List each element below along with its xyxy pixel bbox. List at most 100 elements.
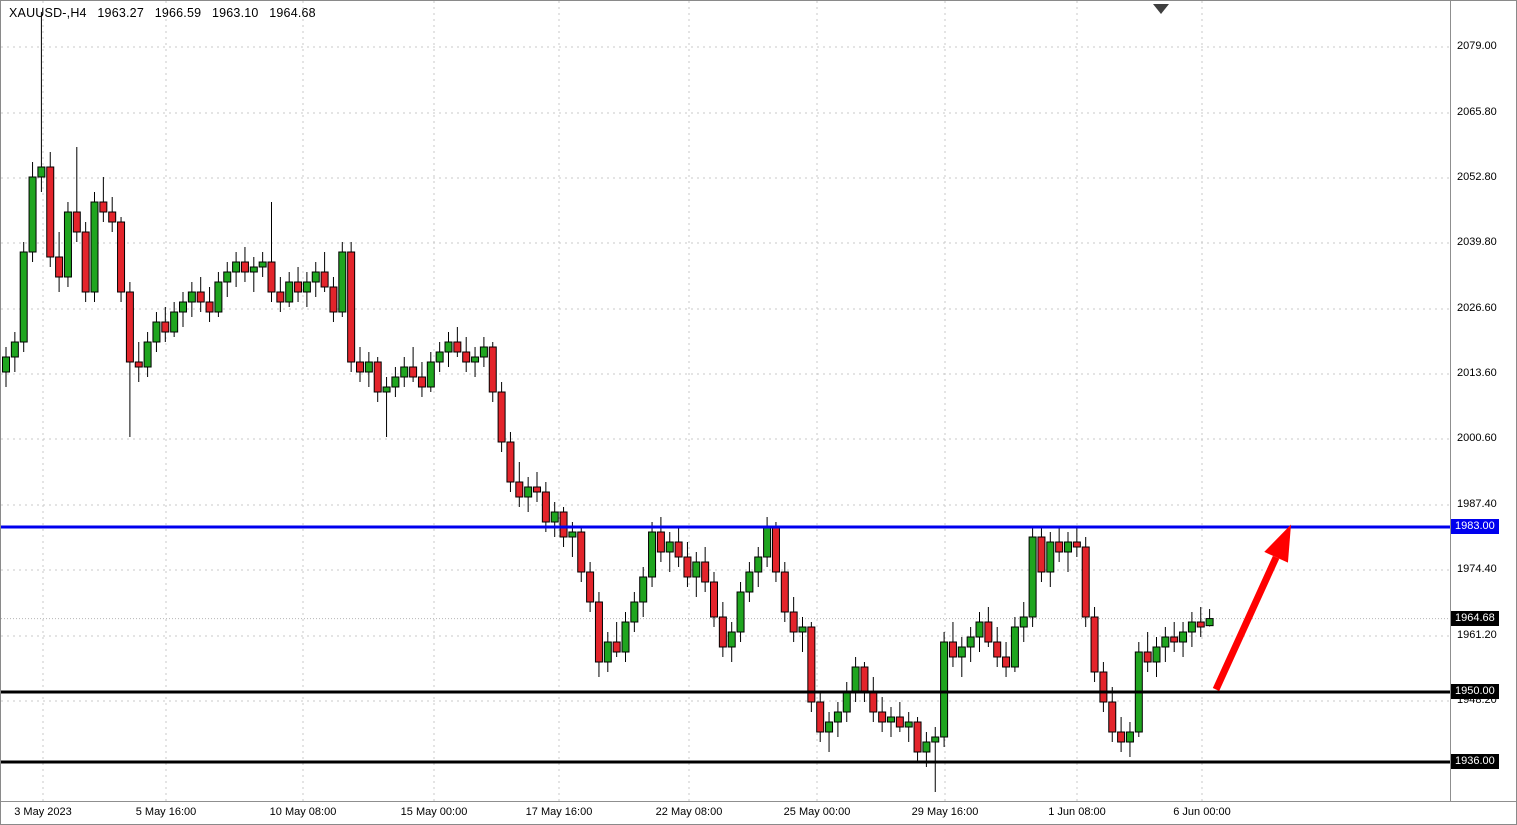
candle — [444, 332, 453, 367]
candle — [117, 217, 126, 302]
candle — [205, 287, 214, 322]
time-tick-label: 1 Jun 08:00 — [1048, 806, 1106, 818]
candle — [1081, 537, 1090, 627]
time-tick-label: 6 Jun 00:00 — [1173, 806, 1231, 818]
candle — [621, 612, 630, 662]
time-tick-label: 22 May 08:00 — [655, 806, 723, 818]
candle — [453, 327, 462, 357]
candle — [533, 472, 541, 502]
price-tick-label: 2039.80 — [1457, 236, 1497, 248]
candle — [108, 197, 117, 232]
candle — [311, 262, 320, 297]
price-tick-label: 2013.60 — [1457, 367, 1497, 379]
candle — [1196, 607, 1205, 637]
candle — [736, 582, 745, 642]
candle — [1099, 662, 1108, 712]
candle — [276, 277, 285, 312]
price-tick-label: 1987.40 — [1457, 498, 1497, 510]
candle — [1161, 627, 1170, 662]
candle — [232, 252, 241, 287]
candle — [639, 567, 648, 617]
candle — [37, 12, 46, 192]
candle — [1205, 609, 1214, 627]
candle — [931, 727, 940, 792]
price-tag-1983.00: 1983.00 — [1451, 519, 1499, 534]
candle — [373, 357, 382, 402]
candle — [435, 342, 444, 372]
candle — [1046, 532, 1055, 587]
candle — [887, 707, 895, 737]
candle — [710, 572, 718, 627]
candle — [400, 357, 409, 387]
candlestick-chart[interactable] — [1, 1, 1450, 801]
candle — [515, 462, 524, 507]
time-tick-label: 5 May 16:00 — [135, 806, 197, 818]
candle — [630, 592, 639, 632]
price-axis[interactable]: 2079.00 2065.80 2052.80 2039.80 2026.60 2013.… — [1450, 1, 1516, 801]
candle — [196, 277, 205, 312]
candle — [240, 247, 249, 282]
price-tick-label: 2052.80 — [1457, 171, 1497, 183]
candle — [1090, 607, 1099, 682]
price-tick-label: 2000.60 — [1457, 432, 1497, 444]
current-price-tag: 1964.68 — [1451, 610, 1499, 626]
candle — [19, 242, 28, 352]
candle — [1170, 622, 1179, 652]
candle — [72, 147, 81, 242]
candle — [10, 332, 19, 372]
price-tag-1936.00: 1936.00 — [1451, 754, 1499, 769]
candle — [179, 292, 187, 327]
candle — [99, 177, 108, 222]
candle — [1028, 527, 1037, 627]
candle — [320, 252, 329, 292]
candle — [603, 632, 612, 672]
candle — [754, 547, 763, 587]
candle — [524, 477, 533, 512]
price-tick-label: 2079.00 — [1457, 40, 1497, 52]
chart-plot-area[interactable] — [1, 1, 1450, 801]
candle — [285, 272, 294, 307]
candle — [851, 657, 860, 702]
candle — [665, 532, 674, 572]
candle — [471, 347, 480, 377]
candle — [594, 592, 603, 677]
time-tick-label: 25 May 00:00 — [783, 806, 851, 818]
candle — [798, 617, 807, 652]
candle — [1179, 622, 1188, 657]
candle — [745, 562, 754, 602]
candle — [364, 352, 373, 387]
time-tick-label: 3 May 2023 — [14, 806, 72, 818]
candle — [338, 242, 347, 317]
candle — [1002, 642, 1011, 677]
candle — [497, 382, 506, 452]
candle — [763, 517, 772, 567]
candle — [1125, 722, 1134, 757]
candle — [1019, 602, 1028, 642]
candle — [329, 277, 338, 322]
candle — [462, 337, 471, 372]
candle — [948, 622, 957, 667]
time-tick-label: 10 May 08:00 — [269, 806, 337, 818]
candle — [1037, 527, 1046, 582]
candle — [28, 162, 37, 262]
price-tick-label: 1974.40 — [1457, 563, 1497, 575]
high-value: 1966.59 — [154, 6, 202, 20]
chart-shift-marker[interactable] — [1153, 4, 1169, 14]
candle — [727, 622, 736, 662]
candle — [975, 612, 984, 652]
time-axis[interactable]: 3 May 2023 5 May 16:00 10 May 08:00 15 May … — [1, 801, 1516, 824]
candle — [214, 272, 223, 317]
candle — [258, 252, 267, 277]
candle — [940, 632, 949, 747]
candle — [656, 517, 665, 562]
ohlc-readout: XAUUSD-,H4 1963.27 1966.59 1963.10 1964.… — [9, 6, 323, 20]
low-value: 1963.10 — [211, 6, 259, 20]
candle — [294, 267, 303, 302]
open-value: 1963.27 — [97, 6, 144, 20]
symbol-period-label: XAUUSD-,H4 — [9, 6, 87, 20]
trend-arrow-annotation[interactable] — [1212, 524, 1291, 691]
candle — [586, 562, 595, 612]
candle — [134, 342, 143, 382]
candle — [417, 362, 426, 397]
